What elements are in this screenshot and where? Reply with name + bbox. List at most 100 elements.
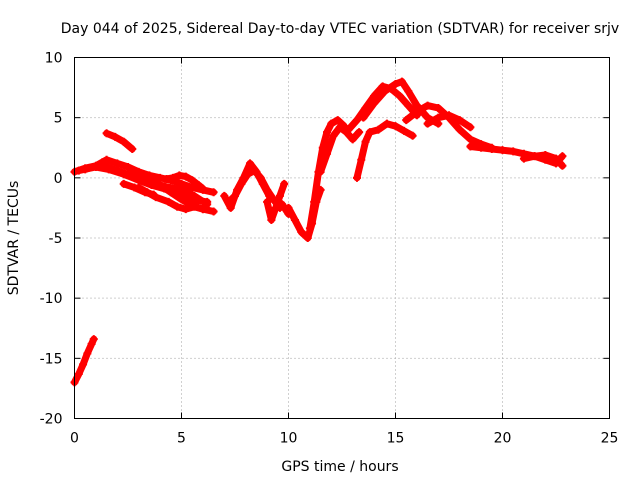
- data-point: [365, 128, 374, 137]
- data-point: [224, 197, 233, 206]
- data-point: [352, 173, 361, 182]
- data-point: [284, 203, 293, 212]
- series-trace: [466, 143, 566, 167]
- data-point: [173, 202, 182, 211]
- data-point: [487, 144, 496, 153]
- y-tick-label: 0: [54, 171, 63, 187]
- data-point: [111, 132, 120, 141]
- data-point: [209, 207, 218, 216]
- data-point: [318, 143, 327, 152]
- data-point: [177, 185, 186, 194]
- data-point: [124, 163, 132, 172]
- data-point: [188, 176, 197, 185]
- series-arc-17: [359, 77, 443, 128]
- data-point: [370, 99, 379, 108]
- data-point: [275, 191, 284, 200]
- data-point: [188, 183, 197, 192]
- data-point: [181, 172, 190, 181]
- data-point: [79, 360, 88, 369]
- data-point: [477, 143, 486, 152]
- data-point: [181, 205, 190, 214]
- x-tick-label: 5: [177, 431, 186, 447]
- data-point: [226, 203, 235, 212]
- data-point: [519, 154, 528, 163]
- y-tick-label: -15: [40, 351, 63, 367]
- series-arc-9: [162, 171, 207, 193]
- data-point: [434, 113, 443, 122]
- series-trace: [103, 129, 136, 153]
- data-point: [119, 179, 128, 188]
- data-point: [267, 215, 276, 224]
- data-point: [263, 197, 272, 206]
- plot-frame: [74, 57, 610, 419]
- y-tick-label: 5: [54, 111, 63, 127]
- data-point: [303, 234, 312, 242]
- data-point: [74, 369, 83, 378]
- data-point: [156, 173, 165, 182]
- data-point: [81, 165, 90, 174]
- data-point: [374, 125, 383, 134]
- y-tick-label: -5: [49, 231, 63, 247]
- data-point: [271, 203, 280, 212]
- data-point: [412, 107, 421, 116]
- data-point: [357, 155, 366, 164]
- data-point: [113, 166, 122, 175]
- data-point: [380, 87, 389, 96]
- data-point: [149, 190, 158, 199]
- data-point: [280, 179, 289, 188]
- data-point: [87, 339, 96, 348]
- data-point: [359, 113, 368, 122]
- data-point: [209, 188, 218, 197]
- data-point: [329, 131, 338, 140]
- data-point: [400, 126, 409, 135]
- series-trace: [306, 116, 348, 232]
- series-arc-22: [519, 150, 567, 170]
- series-trace: [120, 180, 158, 199]
- data-point: [316, 167, 325, 176]
- data-point: [404, 87, 413, 96]
- y-tick-label: -20: [40, 412, 63, 428]
- data-point: [74, 166, 83, 175]
- data-point: [141, 188, 150, 197]
- data-point: [509, 147, 518, 156]
- data-point: [156, 181, 165, 190]
- data-point: [83, 349, 92, 358]
- data-point: [256, 173, 265, 182]
- data-point: [102, 155, 111, 164]
- data-point: [198, 205, 207, 214]
- series-arc-18: [352, 119, 417, 182]
- data-point: [445, 111, 453, 120]
- data-point: [175, 171, 184, 180]
- data-point: [530, 152, 539, 161]
- data-point: [194, 181, 203, 190]
- data-point: [352, 116, 361, 125]
- x-tick-label: 20: [494, 431, 512, 447]
- data-point: [397, 77, 406, 86]
- data-point: [310, 197, 319, 206]
- data-point: [455, 125, 464, 134]
- x-tick-label: 25: [601, 431, 619, 447]
- data-point: [89, 335, 98, 344]
- data-point: [166, 188, 175, 197]
- data-point: [423, 101, 432, 110]
- data-point: [434, 104, 443, 113]
- data-point: [408, 131, 417, 140]
- data-point: [168, 173, 177, 182]
- series-layer: [70, 77, 567, 387]
- data-point: [323, 149, 332, 158]
- data-point: [128, 144, 137, 153]
- data-point: [162, 175, 171, 184]
- data-point: [552, 154, 560, 163]
- data-point: [335, 123, 344, 132]
- data-point: [402, 116, 411, 125]
- series-arc-2: [102, 129, 137, 153]
- data-point: [323, 128, 332, 137]
- data-point: [102, 129, 111, 138]
- data-point: [391, 122, 400, 131]
- data-point: [231, 191, 239, 200]
- data-point: [395, 92, 404, 101]
- data-point: [391, 79, 400, 88]
- data-point: [344, 125, 353, 134]
- x-axis-label: GPS time / hours: [281, 459, 398, 475]
